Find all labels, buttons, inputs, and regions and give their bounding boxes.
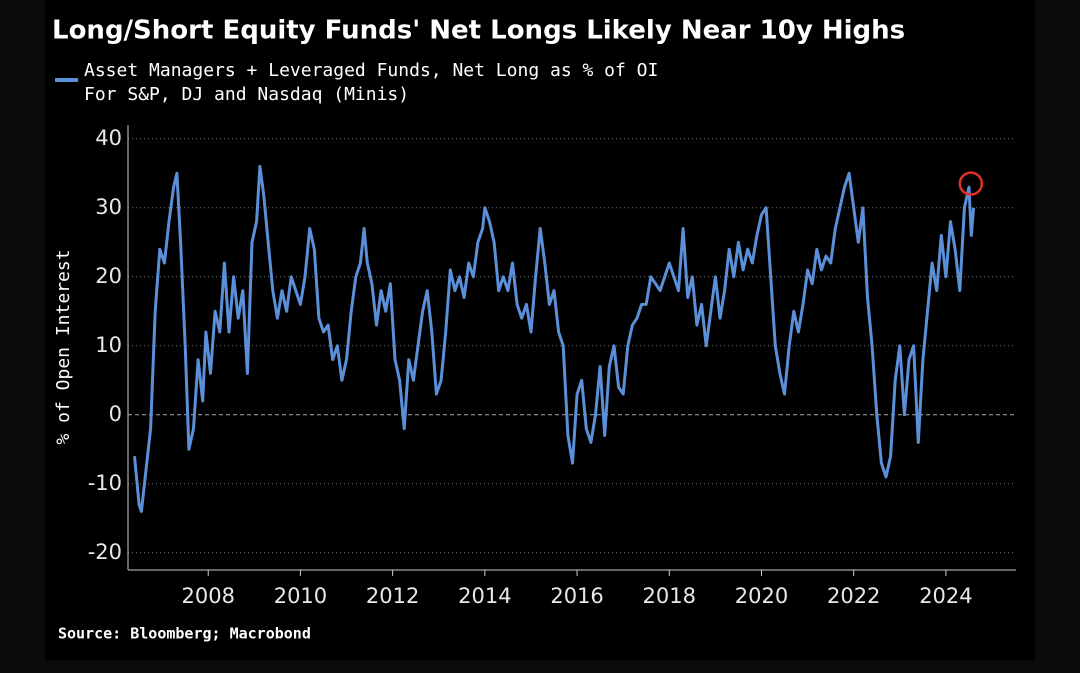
y-tick-label: -20 — [88, 540, 122, 564]
x-tick-label: 2010 — [274, 584, 327, 608]
x-tick-label: 2014 — [458, 584, 511, 608]
x-tick-label: 2018 — [643, 584, 696, 608]
x-tick-label: 2020 — [735, 584, 788, 608]
y-tick-label: 20 — [95, 264, 122, 288]
subtitle: For S&P, DJ and Nasdaq (Minis) — [84, 84, 409, 105]
y-tick-label: 10 — [95, 333, 122, 357]
y-tick-label: -10 — [88, 471, 122, 495]
x-tick-label: 2022 — [827, 584, 880, 608]
y-tick-label: 0 — [109, 402, 122, 426]
x-tick-label: 2016 — [550, 584, 603, 608]
source: Source: Bloomberg; Macrobond — [58, 625, 311, 643]
data-line — [133, 164, 976, 513]
y-tick-label: 40 — [95, 126, 122, 150]
x-tick-label: 2012 — [366, 584, 419, 608]
x-tick-label: 2024 — [919, 584, 972, 608]
x-tick-label: 2008 — [181, 584, 234, 608]
y-tick-label: 30 — [95, 195, 122, 219]
highlight-circle — [958, 171, 984, 196]
chart-title: Long/Short Equity Funds' Net Longs Likel… — [52, 16, 905, 46]
y-axis-label: % of Open Interest — [53, 249, 74, 444]
legend-label: Asset Managers + Leveraged Funds, Net Lo… — [84, 60, 658, 81]
